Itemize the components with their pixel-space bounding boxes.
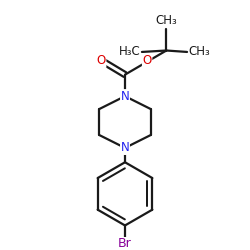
Text: N: N [120, 142, 130, 154]
Text: O: O [96, 54, 106, 67]
Text: H₃C: H₃C [119, 46, 141, 59]
Text: CH₃: CH₃ [156, 14, 177, 27]
Text: CH₃: CH₃ [188, 46, 210, 59]
Text: N: N [120, 90, 130, 103]
Text: O: O [142, 54, 152, 67]
Text: Br: Br [118, 237, 132, 250]
